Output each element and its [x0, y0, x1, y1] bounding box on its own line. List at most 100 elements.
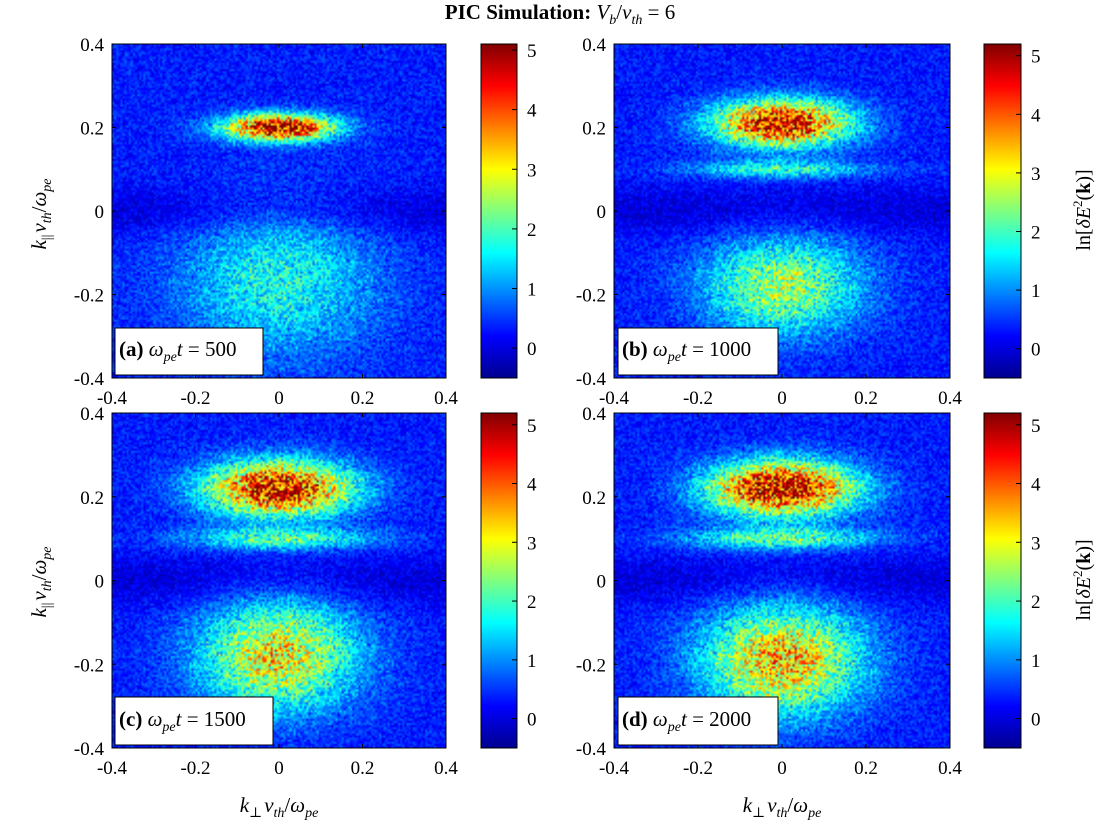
xlabel-th: th	[274, 806, 285, 821]
cblabel-sq: 2	[1070, 570, 1085, 577]
x-tick-label: 0.4	[434, 388, 458, 409]
ylabel-k: k	[27, 240, 51, 250]
y-tick-label: 0.4	[582, 35, 606, 56]
y-tick-label: 0.2	[80, 119, 104, 140]
panel-b: -0.4 -0.2 0 0.2 0.4 0.4 0.2 0 -0.2 -0.4 (b) ωpet …	[576, 35, 1041, 409]
omega-sub-pe: pe	[163, 350, 177, 365]
colorbar-ticks: 5 4 3 2 1 0	[1016, 416, 1041, 731]
svg-text:k||vth/ωpe: k|| vth/ωpe	[27, 178, 55, 249]
x-tick-label: -0.2	[683, 758, 713, 779]
panel-annotation: (c) ωpet = 1500	[114, 696, 274, 746]
panel-annotation: (a) ωpet = 500	[114, 327, 264, 376]
cblabel-delta: δ	[1073, 218, 1095, 228]
x-tick-label: -0.4	[599, 388, 630, 409]
y-tick-label: 0	[95, 202, 105, 223]
heatmap-image	[112, 413, 446, 748]
panel-tag: (a)	[119, 337, 144, 361]
colorbar-tick-label: 0	[527, 339, 537, 360]
svg-text:(b) ωpet = 1000: (b) ωpet = 1000	[622, 337, 751, 365]
title-prefix: PIC Simulation:	[445, 0, 597, 24]
ylabel-parallel: ||	[40, 235, 55, 241]
y-axis-label-top: k|| vth/ωpe	[27, 178, 55, 249]
ylabel-omega: ω	[27, 560, 51, 575]
time-symbol: t	[177, 337, 184, 361]
colorbar-tick-label: 3	[527, 160, 537, 181]
xlabel-pe: pe	[304, 806, 318, 821]
cblabel-kvec: k	[1073, 552, 1095, 564]
y-tick-label: 0	[95, 572, 105, 593]
panel-annotation: (b) ωpet = 1000	[617, 327, 779, 376]
y-tick-label: -0.4	[74, 739, 105, 760]
y-tick-label: 0.4	[80, 35, 104, 56]
omega-symbol: ω	[653, 337, 668, 361]
xlabel-k: k	[240, 793, 250, 817]
xlabel-perp: ⊥	[249, 806, 262, 821]
time-value: = 500	[183, 337, 237, 361]
colorbar-tick-label: 4	[527, 475, 537, 496]
xlabel-v: v	[264, 793, 274, 817]
colorbar-tick-label: 5	[527, 41, 537, 62]
colorbar-tick-label: 3	[1031, 533, 1041, 554]
ylabel-pe: pe	[40, 178, 55, 192]
y-tick-label: -0.2	[74, 655, 104, 676]
xlabel-omega: ω	[290, 793, 305, 817]
cblabel-kvec: k	[1073, 182, 1095, 194]
xlabel-slash: /	[787, 793, 793, 817]
y-tick-label: 0.2	[582, 488, 606, 509]
panel-annotation: (d) ωpet = 2000	[617, 696, 779, 746]
x-axis-label-right: k⊥vth/ωpe	[743, 793, 822, 821]
colorbar	[983, 412, 1022, 749]
svg-text:ln[δE2(k)]: ln[δE2(k)]	[1070, 539, 1095, 620]
omega-symbol: ω	[653, 707, 668, 731]
xlabel-th: th	[777, 806, 788, 821]
colorbar-tick-label: 5	[1031, 47, 1041, 68]
title-sub-th: th	[631, 13, 642, 28]
x-tick-label: 0.2	[351, 758, 375, 779]
y-tick-label: 0	[597, 202, 607, 223]
ylabel-slash: /	[27, 206, 51, 212]
axis-ticks: -0.4 -0.2 0 0.2 0.4 0.4 0.2 0 -0.2 -0.4	[74, 404, 458, 779]
colorbar-label-bottom: ln[δE2(k)]	[1070, 539, 1095, 620]
x-tick-label: -0.2	[180, 758, 210, 779]
ylabel-k: k	[27, 608, 51, 618]
y-tick-label: -0.4	[576, 369, 607, 390]
x-tick-label: -0.2	[683, 388, 713, 409]
x-tick-label: 0.2	[351, 388, 375, 409]
ylabel-pe: pe	[40, 546, 55, 560]
colorbar-ticks: 5 4 3 2 1 0	[512, 416, 537, 731]
figure-title: PIC Simulation: Vb/vth = 6	[445, 0, 675, 28]
colorbar-tick-label: 2	[527, 592, 537, 613]
colorbar	[480, 412, 518, 749]
ylabel-v: v	[27, 591, 51, 601]
cblabel-pre: ln[	[1073, 228, 1095, 250]
title-sub-b: b	[609, 13, 616, 28]
cblabel-e: E	[1073, 577, 1095, 590]
colorbar-tick-label: 0	[527, 710, 537, 731]
colorbar-tick-label: 2	[1031, 592, 1041, 613]
panel-c: -0.4 -0.2 0 0.2 0.4 0.4 0.2 0 -0.2 -0.4 (c) ωpet …	[74, 404, 537, 779]
omega-sub-pe: pe	[667, 350, 681, 365]
annotation-box	[114, 327, 264, 376]
cblabel-post: )]	[1073, 539, 1095, 552]
x-tick-label: -0.4	[97, 758, 128, 779]
time-value: = 1500	[181, 707, 245, 731]
xlabel-v: v	[767, 793, 777, 817]
x-tick-label: 0	[777, 758, 787, 779]
xlabel-pe: pe	[807, 806, 821, 821]
annotation-box	[617, 327, 779, 376]
y-tick-label: -0.2	[576, 286, 606, 307]
y-tick-label: 0.4	[582, 404, 606, 425]
cblabel-delta: δ	[1073, 588, 1095, 598]
heatmap-image	[112, 44, 446, 378]
xlabel-perp: ⊥	[752, 806, 765, 821]
cblabel-post: )]	[1073, 169, 1095, 182]
colorbar-label-top: ln[δE2(k)]	[1070, 169, 1095, 250]
title-v-beam: V	[596, 0, 611, 24]
cblabel-e: E	[1073, 207, 1095, 220]
time-value: = 2000	[687, 707, 751, 731]
heatmap-image	[614, 44, 950, 378]
time-value: = 1000	[687, 337, 751, 361]
colorbar-tick-label: 4	[1031, 105, 1041, 126]
